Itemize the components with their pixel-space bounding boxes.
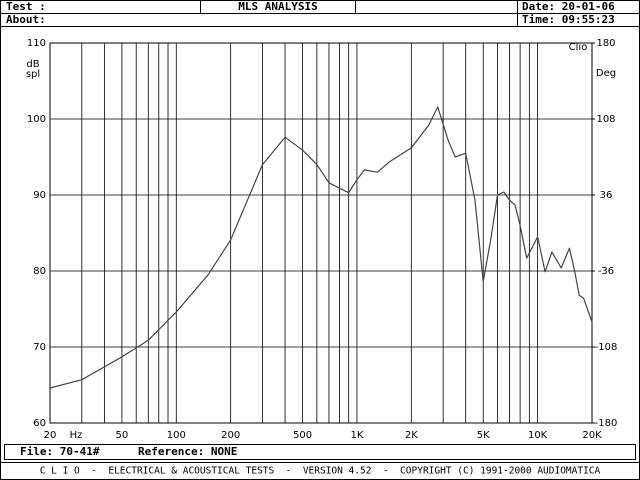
window-title: MLS ANALYSIS — [238, 0, 317, 13]
x-tick-label: 500 — [293, 430, 312, 441]
about-label: About: — [6, 13, 46, 26]
x-tick-label: 20 — [44, 430, 57, 441]
y2-tick-label: -108 — [595, 342, 618, 353]
file-bar — [4, 444, 636, 460]
x-tick-label: 2K — [405, 430, 418, 441]
date: Date: 20-01-06 — [522, 0, 615, 13]
response-curve — [49, 106, 593, 389]
x-tick-label: 1K — [350, 430, 363, 441]
y-tick-label: 80 — [33, 266, 46, 277]
time: Time: 09:55:23 — [522, 13, 615, 26]
file: File: 70-41# — [20, 445, 100, 458]
y-tick-label: 100 — [27, 114, 46, 125]
y2-tick-label: 36 — [600, 190, 613, 201]
credits: C L I O - ELECTRICAL & ACOUSTICAL TESTS … — [40, 466, 601, 477]
brand: Clio — [569, 42, 588, 53]
y2-tick-label: 108 — [596, 114, 615, 125]
test-label: Test : — [6, 0, 46, 13]
x-tick-label: 100 — [167, 430, 186, 441]
y2-tick-label: 180 — [596, 38, 615, 49]
x-tick-label: 200 — [221, 430, 240, 441]
x-tick-label: 20K — [582, 430, 602, 441]
x-axis-label: Hz — [70, 430, 83, 441]
y2-tick-label: -180 — [595, 418, 618, 429]
reference: Reference: NONE — [138, 445, 237, 458]
y-tick-label: 110 — [27, 38, 46, 49]
y-tick-label: 90 — [33, 190, 46, 201]
x-tick-label: 50 — [116, 430, 129, 441]
y-axis-label: dB spl — [26, 59, 40, 80]
y2-tick-label: -36 — [598, 266, 614, 277]
x-tick-label: 5K — [477, 430, 490, 441]
y-tick-label: 70 — [33, 342, 46, 353]
y2-axis-label: Deg — [596, 68, 616, 79]
x-tick-label: 10K — [528, 430, 548, 441]
y-tick-label: 60 — [33, 418, 46, 429]
